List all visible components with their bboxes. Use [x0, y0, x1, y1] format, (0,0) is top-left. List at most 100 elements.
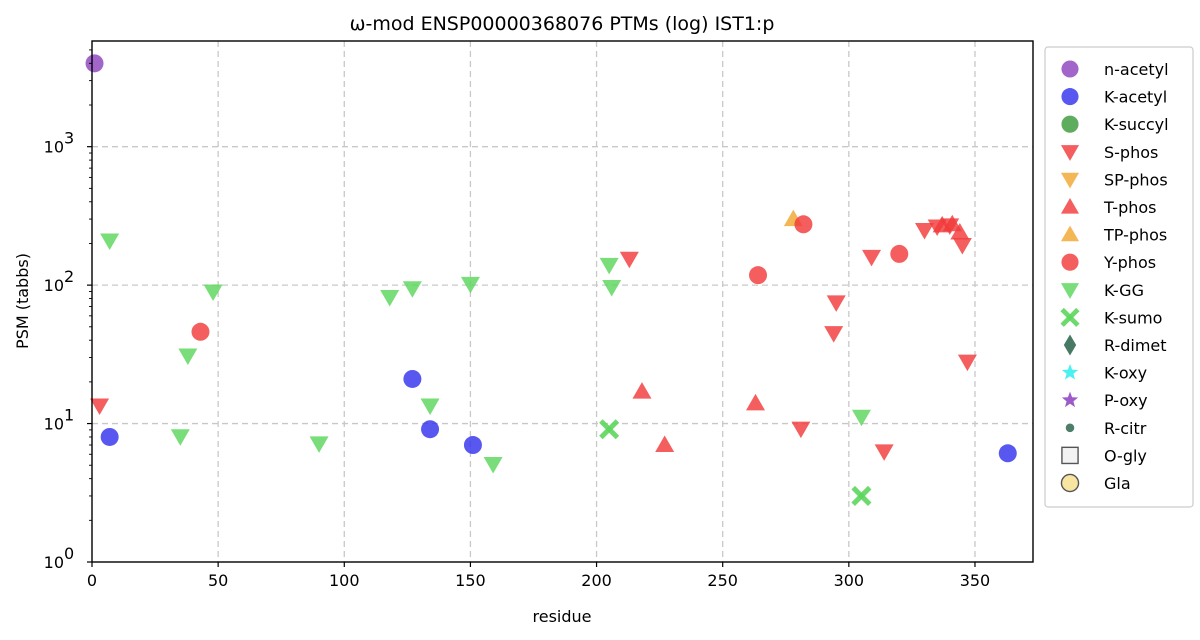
legend-label-o-gly: O-gly: [1104, 446, 1147, 465]
legend-label-r-dimet: R-dimet: [1104, 336, 1167, 355]
point-t-phos: [942, 214, 962, 232]
point-s-phos: [791, 421, 811, 439]
legend-label-t-phos: T-phos: [1103, 198, 1157, 217]
point-t-phos: [655, 435, 675, 453]
point-t-phos: [745, 393, 765, 411]
legend-marker-gla: [1060, 473, 1080, 493]
legend-marker-k-acetyl: [1061, 88, 1079, 106]
point-t-phos: [632, 382, 652, 399]
point-s-phos: [90, 398, 110, 416]
point-k-gg: [602, 279, 622, 297]
legend-marker-y-phos: [1061, 253, 1079, 271]
point-s-phos: [952, 237, 972, 255]
legend-item-r-dimet: R-dimet: [1063, 334, 1167, 356]
y-tick-exponent: 0: [64, 544, 74, 563]
legend-item-r-citr: R-citr: [1065, 419, 1147, 438]
point-k-gg: [178, 348, 198, 366]
legend-item-o-gly: O-gly: [1061, 446, 1147, 465]
legend-item-y-phos: Y-phos: [1061, 253, 1156, 272]
legend: n-acetyl K-acetyl K-succyl S-phos SP-phos T-p…: [1044, 46, 1194, 508]
y-tick-exponent: 1: [64, 406, 74, 425]
point-s-phos: [826, 295, 846, 312]
marker-layer: [85, 54, 1017, 506]
legend-marker-r-dimet: [1063, 334, 1077, 356]
point-k-sumo: [851, 485, 872, 506]
legend-item-k-oxy: K-oxy: [1061, 364, 1147, 383]
legend-marker-r-citr: [1065, 423, 1075, 433]
point-t-phos: [950, 222, 970, 240]
legend-item-n-acetyl: n-acetyl: [1061, 60, 1169, 79]
point-s-phos: [824, 326, 844, 343]
x-tick-label: 350: [960, 571, 991, 590]
x-tick-label: 250: [707, 571, 738, 590]
x-tick-label: 0: [87, 571, 97, 590]
legend-item-t-phos: T-phos: [1060, 197, 1157, 217]
point-k-gg: [309, 436, 329, 453]
point-k-acetyl: [998, 444, 1017, 463]
legend-item-k-gg: K-GG: [1060, 281, 1144, 300]
legend-item-k-sumo: K-sumo: [1060, 307, 1162, 327]
y-tick-exponent: 2: [64, 267, 74, 286]
legend-marker-n-acetyl: [1061, 60, 1079, 78]
legend-marker-t-phos: [1060, 197, 1080, 214]
legend-label-y-phos: Y-phos: [1103, 253, 1156, 272]
legend-marker-k-sumo: [1060, 307, 1080, 327]
legend-label-tp-phos: TP-phos: [1103, 226, 1167, 245]
legend-item-k-acetyl: K-acetyl: [1061, 88, 1167, 107]
legend-label-k-succyl: K-succyl: [1104, 115, 1169, 134]
point-k-acetyl: [100, 427, 119, 446]
legend-marker-tp-phos: [1060, 225, 1080, 242]
legend-marker-sp-phos: [1060, 172, 1080, 189]
legend-label-sp-phos: SP-phos: [1104, 170, 1168, 189]
legend-marker-k-gg: [1060, 283, 1080, 299]
point-k-gg: [420, 398, 440, 416]
point-y-phos: [749, 266, 768, 285]
x-stroke: [851, 485, 872, 506]
legend-marker-k-oxy: [1061, 364, 1079, 380]
point-s-phos: [619, 251, 639, 269]
legend-label-p-oxy: P-oxy: [1104, 391, 1148, 410]
point-s-phos: [957, 354, 977, 372]
point-n-acetyl: [85, 54, 104, 73]
legend-label-k-gg: K-GG: [1104, 281, 1144, 300]
point-k-gg: [203, 284, 223, 301]
legend-item-k-succyl: K-succyl: [1061, 115, 1169, 134]
point-k-acetyl: [463, 436, 482, 455]
legend-item-sp-phos: SP-phos: [1060, 170, 1168, 189]
y-tick-label: 10: [44, 553, 64, 572]
grid-layer: [92, 41, 1033, 562]
point-k-gg: [599, 257, 619, 275]
x-stroke: [599, 419, 620, 440]
chart-title: ω-mod ENSP00000368076 PTMs (log) IST1:p: [350, 13, 775, 35]
y-tick-label: 10: [44, 276, 64, 295]
point-k-gg: [170, 429, 190, 446]
point-k-gg: [851, 409, 871, 427]
point-k-sumo: [599, 419, 620, 440]
x-tick-label: 200: [581, 571, 612, 590]
legend-items: n-acetyl K-acetyl K-succyl S-phos SP-phos T-p…: [1060, 60, 1169, 493]
point-k-gg: [380, 290, 400, 307]
x-tick-label: 50: [208, 571, 228, 590]
legend-marker-p-oxy: [1061, 391, 1079, 408]
point-y-phos: [191, 322, 210, 341]
point-k-acetyl: [421, 420, 440, 439]
x-tick-label: 100: [329, 571, 360, 590]
legend-marker-s-phos: [1060, 145, 1080, 161]
x-axis-label: residue: [533, 607, 592, 626]
point-k-gg: [460, 276, 480, 294]
legend-label-n-acetyl: n-acetyl: [1104, 60, 1169, 79]
legend-item-p-oxy: P-oxy: [1061, 391, 1148, 410]
legend-marker-k-succyl: [1061, 115, 1079, 133]
legend-item-gla: Gla: [1060, 473, 1131, 493]
plot-frame: [91, 40, 1034, 563]
x-tick-label: 300: [834, 571, 865, 590]
point-k-gg: [100, 233, 120, 251]
legend-label-r-citr: R-citr: [1104, 419, 1147, 438]
y-tick-label: 10: [44, 138, 64, 157]
legend-item-s-phos: S-phos: [1060, 143, 1158, 162]
legend-label-s-phos: S-phos: [1104, 143, 1158, 162]
point-s-phos: [915, 223, 935, 240]
